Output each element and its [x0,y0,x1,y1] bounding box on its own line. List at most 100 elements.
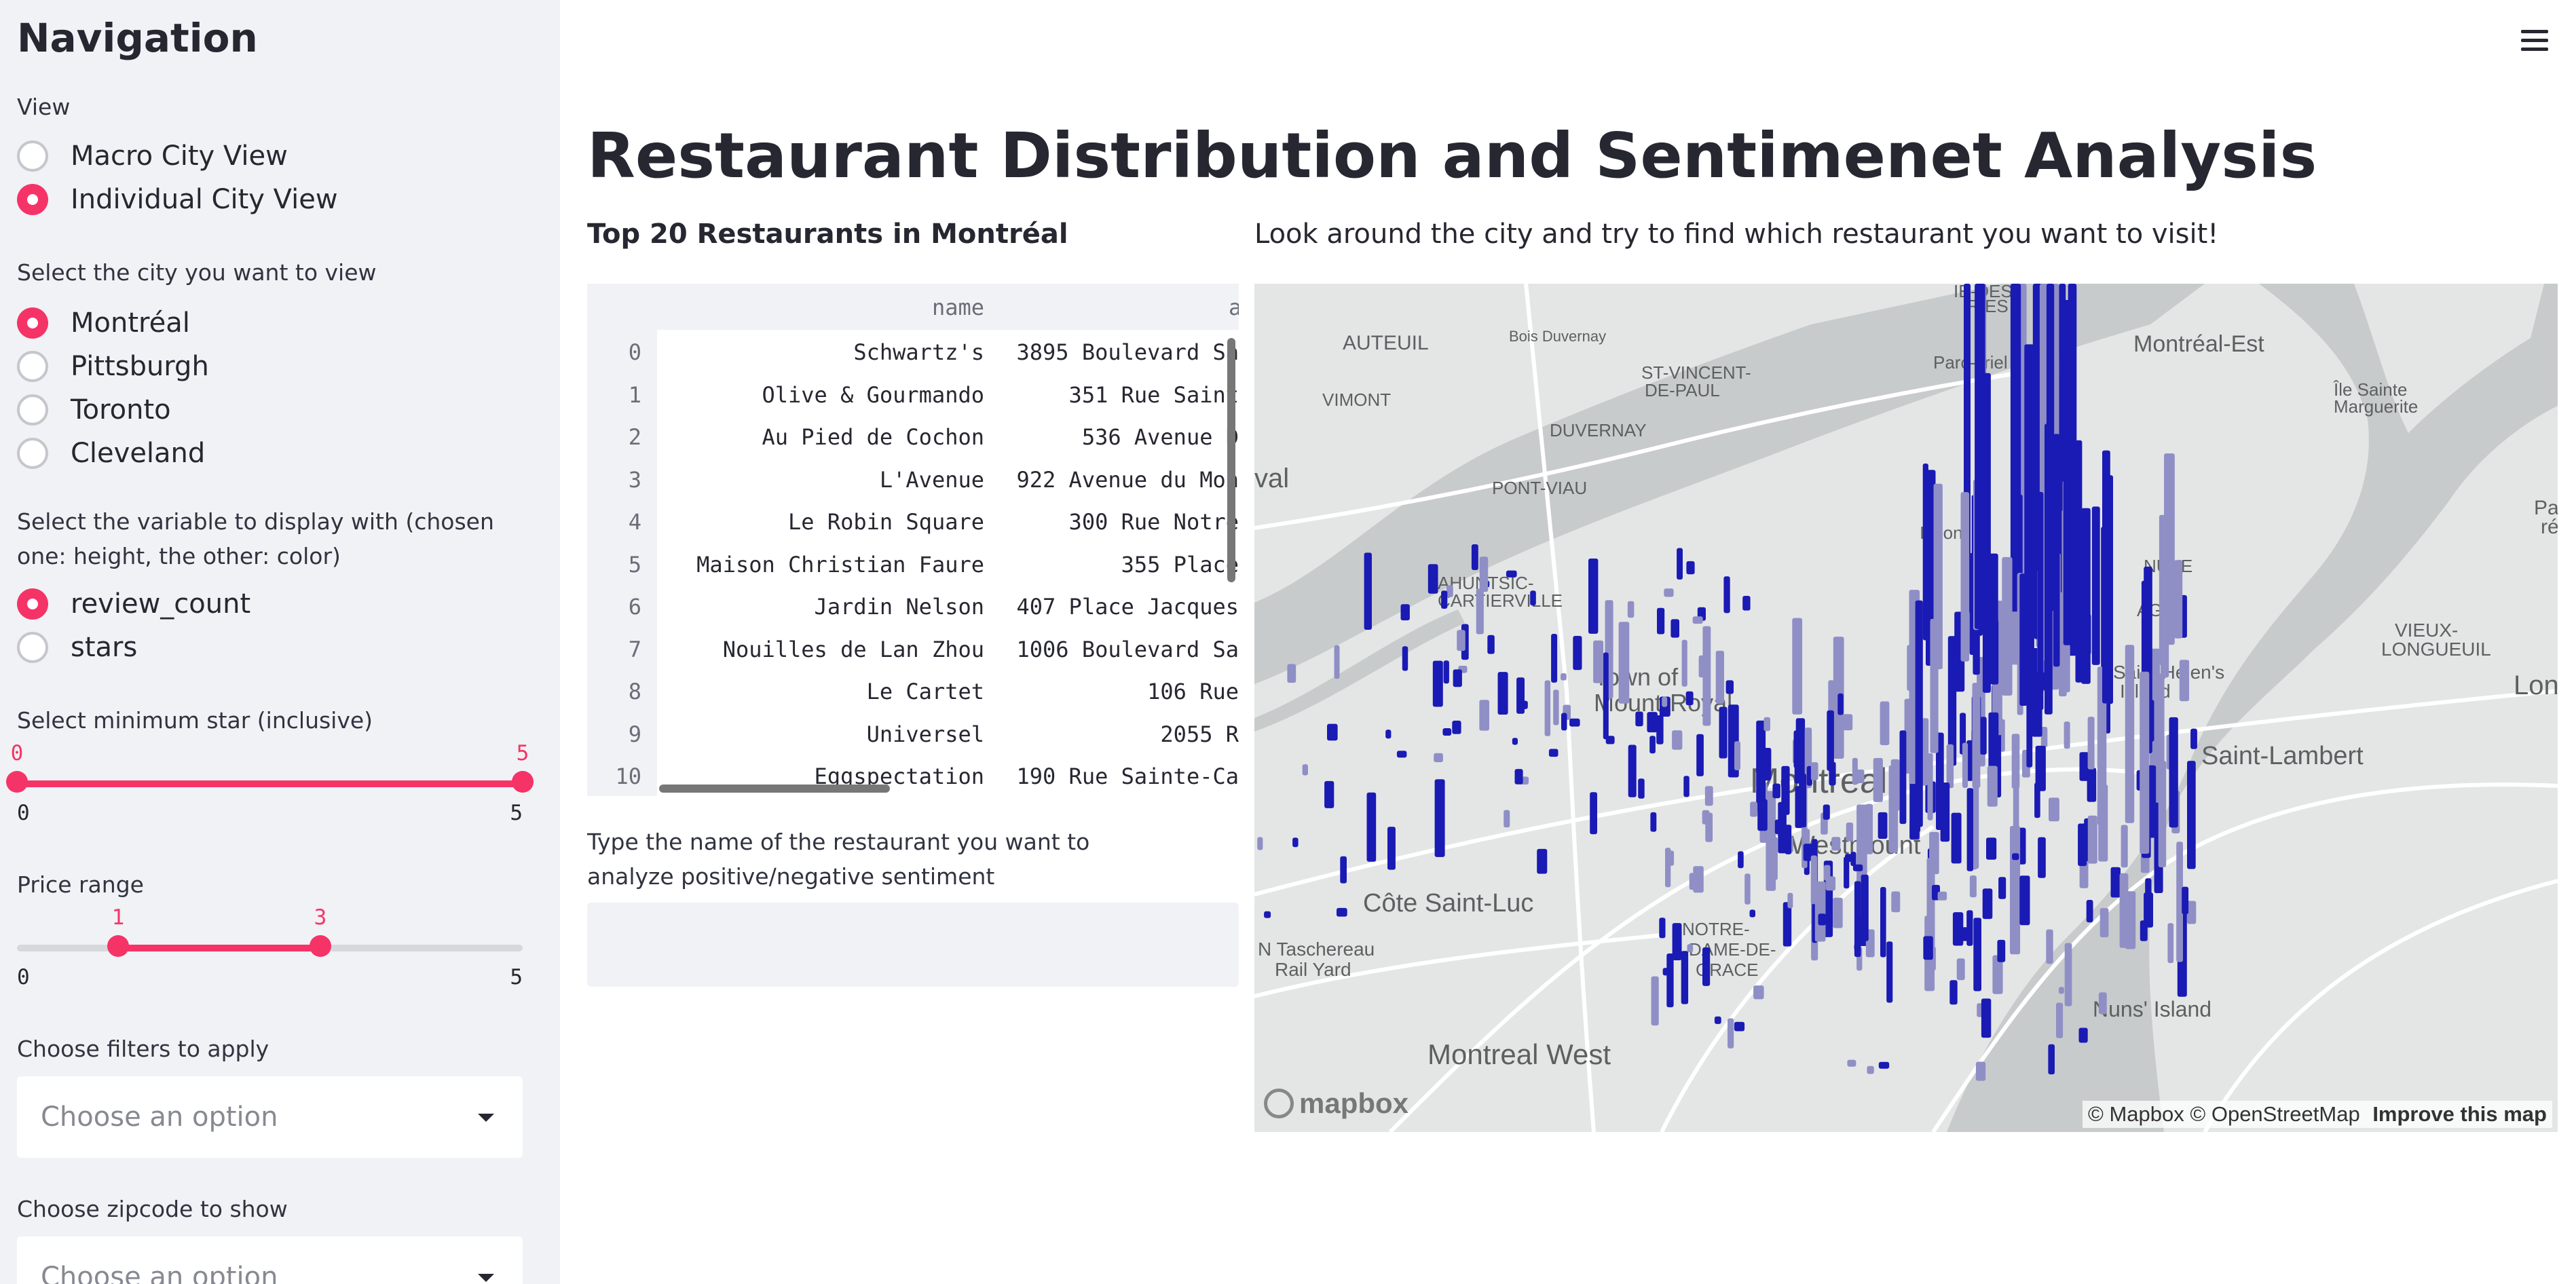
restaurant-column[interactable] [1769,837,1778,880]
address-cell[interactable]: 106 Rue [994,679,1239,706]
restaurant-column[interactable] [1723,576,1730,613]
restaurant-column[interactable] [1949,980,1958,1005]
restaurant-column[interactable] [1992,955,2003,994]
price-range-slider[interactable]: 1 3 0 5 [17,905,523,992]
restaurant-column[interactable] [1605,736,1615,744]
restaurant-column[interactable] [1573,636,1582,671]
radio-city-cleveland[interactable]: Cleveland [17,434,205,472]
restaurant-column[interactable] [1787,892,1793,909]
restaurant-column[interactable] [1452,720,1461,734]
restaurant-column[interactable] [1544,680,1551,736]
restaurant-column[interactable] [2182,886,2189,915]
restaurant-column[interactable] [1635,711,1643,727]
restaurant-column[interactable] [2081,508,2091,684]
restaurant-column[interactable] [1854,943,1861,951]
restaurant-column[interactable] [2056,1002,2064,1038]
restaurant-column[interactable] [1946,744,1954,789]
restaurant-column[interactable] [1698,655,1704,678]
restaurant-column[interactable] [1650,812,1657,832]
restaurant-column[interactable] [1951,812,1962,864]
restaurant-column[interactable] [1672,923,1682,960]
address-cell[interactable]: 2055 R [994,721,1239,749]
table-row[interactable]: 0 Schwartz's 3895 Boulevard Sa [587,330,1239,372]
restaurant-column[interactable] [2011,734,2020,789]
restaurant-column[interactable] [1980,717,1987,755]
restaurant-column[interactable] [1886,941,1893,1003]
restaurant-column[interactable] [1844,856,1850,889]
restaurant-column[interactable] [1867,1065,1874,1074]
restaurant-column[interactable] [1685,691,1694,706]
restaurant-column[interactable] [1742,596,1751,611]
restaurant-column[interactable] [1734,1021,1745,1032]
restaurant-column[interactable] [1973,918,1981,992]
restaurant-column[interactable] [1966,788,1973,871]
restaurant-column[interactable] [2121,825,2128,868]
restaurant-column[interactable] [1888,765,1899,853]
address-cell[interactable]: 300 Rue Notre [994,509,1239,536]
restaurant-column[interactable] [2082,613,2091,655]
restaurant-column[interactable] [1702,810,1710,825]
restaurant-column[interactable] [1537,848,1548,874]
restaurant-column[interactable] [1681,639,1687,687]
restaurant-column[interactable] [2012,853,2019,861]
restaurant-column[interactable] [2099,908,2109,938]
table-row[interactable]: 8 Le Cartet 106 Rue [587,669,1239,711]
restaurants-table[interactable]: name a 0 Schwartz's 3895 Boulevard Sa 1 Oliv… [587,284,1239,796]
restaurant-name-cell[interactable]: Maison Christian Faure [696,551,984,578]
restaurant-column[interactable] [2179,660,2190,702]
restaurant-column[interactable] [1725,680,1734,694]
restaurant-column[interactable] [2140,671,2150,854]
restaurant-column[interactable] [2187,761,2196,869]
restaurant-column[interactable] [1627,601,1635,618]
restaurant-column[interactable] [1806,766,1812,786]
table-row[interactable]: 1 Olive & Gourmando 351 Rue Saint [587,373,1239,415]
restaurant-column[interactable] [1998,877,2006,899]
table-row[interactable]: 4 Le Robin Square 300 Rue Notre [587,499,1239,542]
restaurant-column[interactable] [1340,856,1347,884]
restaurant-column[interactable] [2119,873,2129,948]
restaurant-column[interactable] [2091,506,2100,665]
restaurant-column[interactable] [2046,929,2053,964]
restaurant-column[interactable] [1827,710,1834,771]
restaurant-column[interactable] [2087,815,2097,864]
restaurant-column[interactable] [1396,751,1407,758]
restaurant-column[interactable] [1512,738,1518,745]
restaurant-column[interactable] [1432,660,1443,707]
restaurant-column[interactable] [2019,573,2028,706]
restaurant-column[interactable] [1702,947,1711,986]
restaurant-column[interactable] [1940,782,1950,842]
table-row[interactable]: 7 Nouilles de Lan Zhou 1006 Boulevard Sa [587,627,1239,669]
restaurant-column[interactable] [1324,780,1334,808]
restaurant-column[interactable] [1443,660,1449,684]
restaurant-column[interactable] [1402,646,1408,671]
restaurant-column[interactable] [1434,779,1445,857]
restaurant-column[interactable] [1823,865,1831,881]
restaurant-column[interactable] [2079,752,2089,781]
restaurant-column[interactable] [1719,706,1728,759]
restaurant-column[interactable] [1738,851,1744,869]
restaurant-column[interactable] [2064,943,2072,1006]
restaurant-column[interactable] [1852,757,1858,785]
restaurant-column[interactable] [1666,953,1674,1008]
restaurant-name-input[interactable] [587,903,1239,987]
restaurant-column[interactable] [1334,645,1340,679]
restaurant-column[interactable] [1387,827,1396,870]
restaurant-column[interactable] [1561,673,1567,681]
restaurant-column[interactable] [1264,911,1271,918]
restaurant-column[interactable] [1453,669,1462,687]
restaurant-column[interactable] [1434,753,1443,763]
restaurant-column[interactable] [1427,564,1438,594]
slider-high-thumb[interactable] [512,771,534,793]
restaurant-column[interactable] [1734,741,1740,770]
restaurant-column[interactable] [2173,560,2183,639]
restaurant-column[interactable] [1647,712,1658,733]
restaurant-name-cell[interactable]: Universel [866,721,984,747]
restaurant-column[interactable] [1446,585,1453,597]
restaurant-column[interactable] [1457,630,1466,652]
restaurant-column[interactable] [1514,769,1523,785]
vertical-scrollbar[interactable] [1227,338,1235,582]
radio-macro-city-view[interactable]: Macro City View [17,137,288,175]
restaurant-column[interactable] [1972,683,1981,788]
restaurant-column[interactable] [2049,797,2059,822]
restaurant-column[interactable] [1986,837,1997,860]
